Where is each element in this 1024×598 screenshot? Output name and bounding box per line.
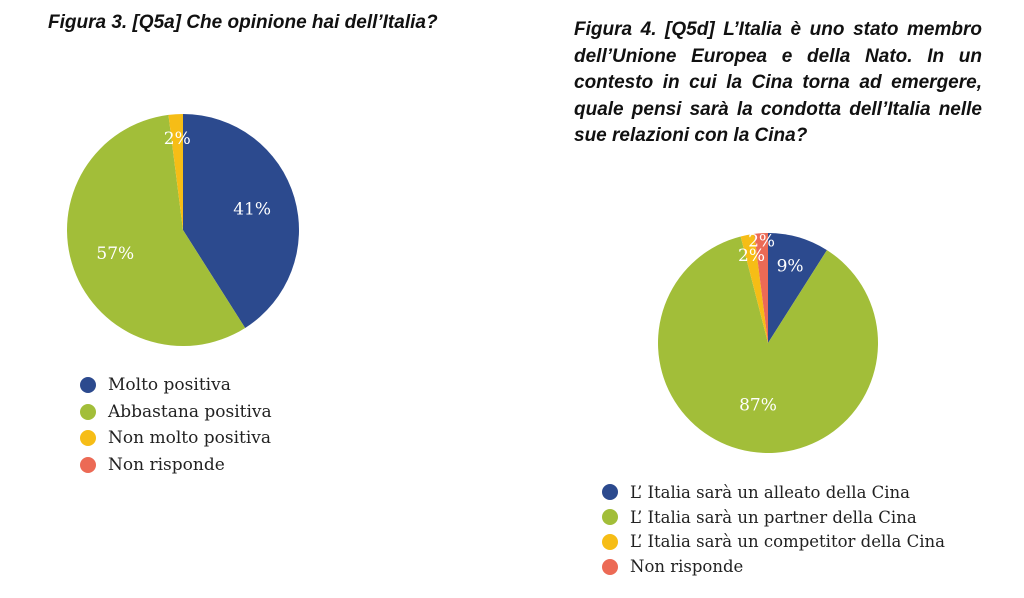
figure-4-legend-item-2: L’ Italia sarà un competitor della Cina	[602, 530, 945, 555]
figure-3-data-label-1: 57%	[96, 244, 134, 264]
figure-4-legend: L’ Italia sarà un alleato della Cina L’ I…	[602, 480, 945, 579]
figure-3-legend-swatch-1	[80, 403, 96, 420]
figure-4-legend-swatch-2	[602, 533, 618, 550]
figure-4-slice-1	[658, 236, 879, 454]
figure-3-slice-1	[67, 114, 246, 346]
figure-3-pie-chart: 41% 57% 2%	[67, 113, 300, 346]
figure-4-legend-swatch-0	[602, 484, 618, 501]
figure-3-legend-item-0: Molto positiva	[80, 372, 272, 399]
figure-4-caption: Figura 4. [Q5d] L’Italia è uno stato mem…	[574, 19, 982, 146]
figure-3-data-label-2: 2%	[164, 129, 191, 149]
figure-4-data-label-2: 2%	[738, 246, 765, 266]
figure-3-legend-label-3: Non risponde	[108, 454, 225, 475]
figure-4-legend-label-3: Non risponde	[630, 557, 744, 577]
figure-4-legend-item-3: Non risponde	[602, 554, 945, 579]
figure-3-caption: Figura 3. [Q5a] Che opinione hai dell’It…	[48, 12, 438, 33]
figure-4-pie-chart: 9% 87% 2%2%	[658, 232, 879, 454]
figure-4-data-label-3: 2%	[748, 232, 775, 252]
figure-4-slice-2	[740, 233, 768, 343]
figure-3-legend: Molto positiva Abbastana positiva Non molt…	[80, 372, 272, 478]
figure-4-legend-label-2: L’ Italia sarà un competitor della Cina	[630, 532, 945, 552]
figure-4-slice-3	[754, 233, 768, 343]
figure-3-legend-item-1: Abbastana positiva	[80, 399, 272, 426]
figure-3-legend-swatch-3	[80, 456, 96, 473]
figure-3-legend-label-0: Molto positiva	[108, 375, 231, 396]
figure-3-legend-item-3: Non risponde	[80, 452, 272, 479]
figure-4-data-label-0: 9%	[777, 256, 804, 276]
figure-4-legend-item-0: L’ Italia sarà un alleato della Cina	[602, 480, 945, 505]
figure-4-data-label-1: 87%	[739, 396, 777, 416]
figure-4-legend-item-1: L’ Italia sarà un partner della Cina	[602, 505, 945, 530]
figure-3-legend-label-2: Non molto positiva	[108, 428, 272, 449]
figure-4-legend-swatch-3	[602, 558, 618, 575]
figure-3-data-label-0: 41%	[233, 199, 271, 219]
figure-3-legend-swatch-2	[80, 430, 96, 447]
figure-3-slice-2	[168, 113, 183, 230]
figure-3-legend-label-1: Abbastana positiva	[108, 401, 272, 422]
figure-3-slice-0	[183, 114, 300, 328]
figure-3-legend-swatch-0	[80, 377, 96, 394]
figure-4-legend-label-1: L’ Italia sarà un partner della Cina	[630, 507, 917, 527]
figure-4-slice-0	[768, 233, 827, 343]
figure-4-legend-swatch-1	[602, 509, 618, 526]
figure-4-legend-label-0: L’ Italia sarà un alleato della Cina	[630, 482, 911, 502]
figure-3-legend-item-2: Non molto positiva	[80, 425, 272, 452]
